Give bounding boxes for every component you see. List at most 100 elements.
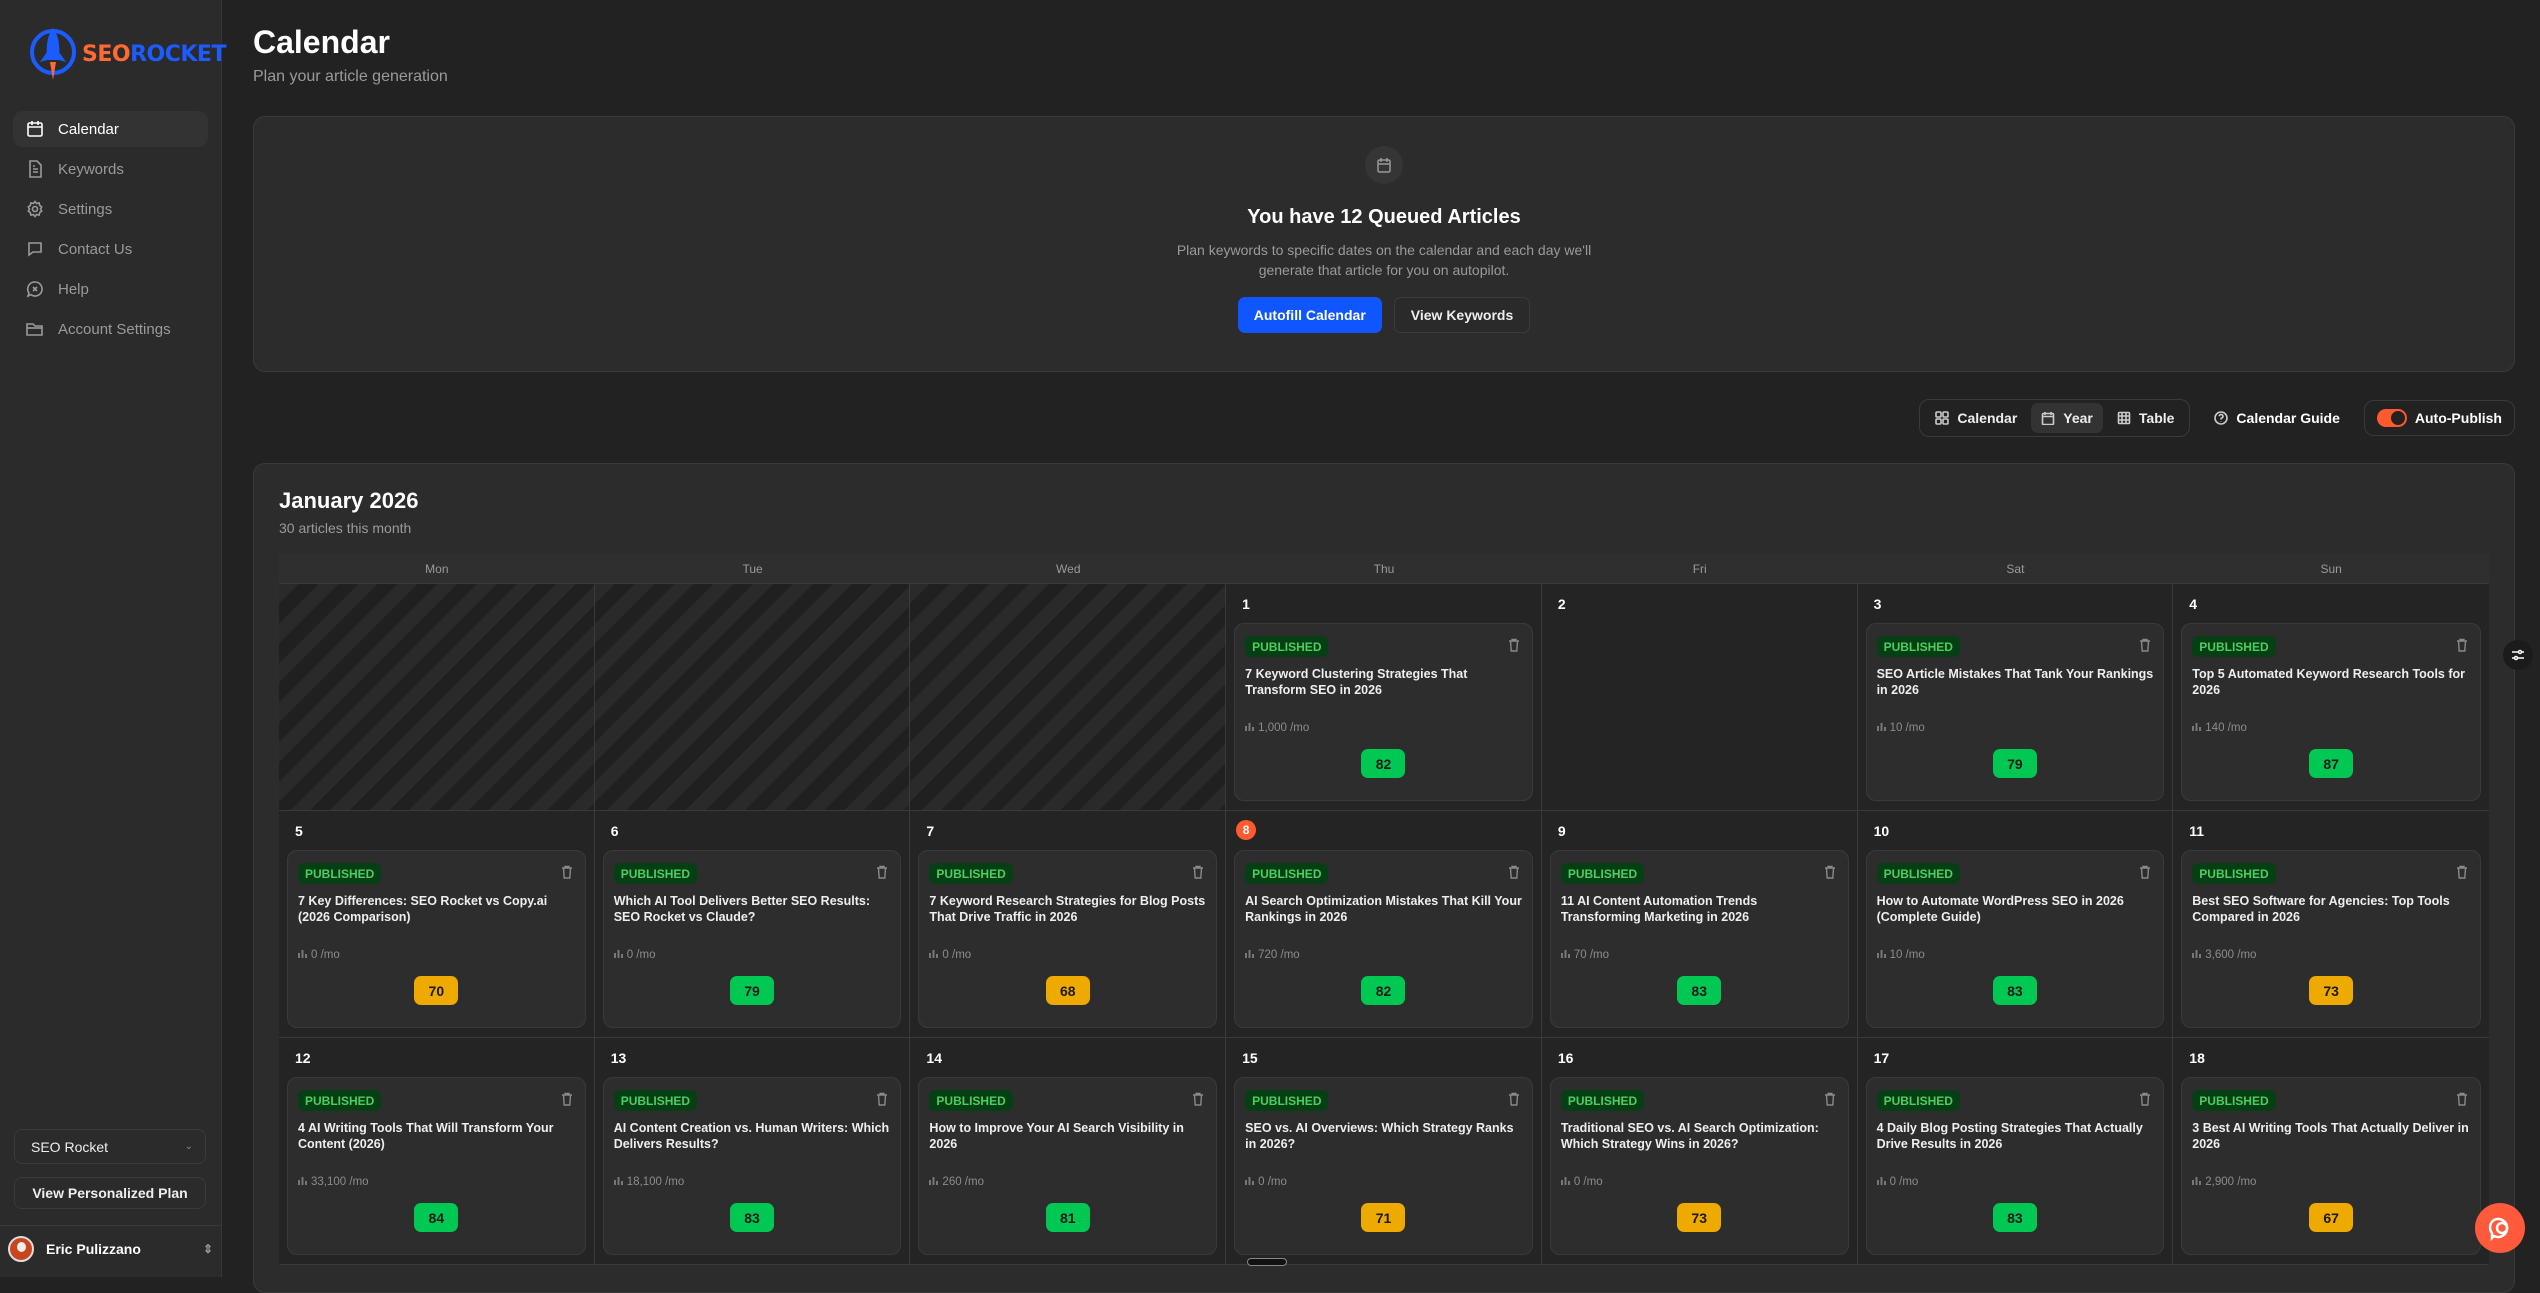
user-menu[interactable]: Eric Pulizzano ⇕	[8, 1235, 213, 1263]
autofill-calendar-button[interactable]: Autofill Calendar	[1237, 297, 1382, 333]
trash-icon[interactable]	[561, 865, 573, 879]
bar-chart-icon	[1876, 1176, 1886, 1188]
day-cell[interactable]: 3 PUBLISHED SEO Article Mistakes That Tank…	[1857, 584, 2174, 810]
sidebar-item-contact-us[interactable]: Contact Us	[13, 231, 208, 267]
volume-value: 0 /mo	[1573, 1176, 1603, 1188]
search-volume: 70 /mo	[1560, 949, 1609, 961]
article-card[interactable]: PUBLISHED How to Improve Your AI Search V…	[918, 1077, 1218, 1255]
day-number: 11	[2189, 823, 2205, 839]
day-cell[interactable]: 11 PUBLISHED Best SEO Software for Agencie…	[2173, 811, 2489, 1037]
article-card[interactable]: PUBLISHED SEO vs. AI Overviews: Which Str…	[1234, 1077, 1533, 1255]
trash-icon[interactable]	[2456, 638, 2468, 652]
day-cell[interactable]: 14 PUBLISHED How to Improve Your AI Search…	[910, 1038, 1227, 1264]
auto-publish-toggle[interactable]: Auto-Publish	[2363, 400, 2515, 436]
article-card[interactable]: PUBLISHED 3 Best AI Writing Tools That Ac…	[2181, 1077, 2481, 1255]
toggle-switch[interactable]	[2376, 409, 2407, 427]
day-cell[interactable]: 13 PUBLISHED AI Content Creation vs. Human…	[594, 1038, 911, 1264]
sidebar-item-settings[interactable]: Settings	[13, 191, 208, 227]
view-table-tab[interactable]: Table	[2107, 403, 2185, 433]
search-volume: 3,600 /mo	[2192, 949, 2256, 961]
bar-chart-icon	[1245, 949, 1255, 961]
article-card[interactable]: PUBLISHED Best SEO Software for Agencies:…	[2181, 850, 2481, 1028]
day-cell[interactable]: 17 PUBLISHED 4 Daily Blog Posting Strategi…	[1857, 1038, 2174, 1264]
seo-score-badge: 83	[1992, 1203, 2037, 1232]
view-personalized-plan-button[interactable]: View Personalized Plan	[14, 1177, 206, 1209]
day-cell[interactable]: 10 PUBLISHED How to Automate WordPress SEO…	[1857, 811, 2174, 1037]
day-number: 18	[2189, 1050, 2205, 1066]
help-circle-icon	[2214, 411, 2229, 425]
day-cell[interactable]: 5 PUBLISHED 7 Key Differences: SEO Rocket …	[279, 811, 595, 1037]
article-card[interactable]: PUBLISHED 7 Keyword Clustering Strategies…	[1234, 623, 1533, 801]
calendar-week: 1 PUBLISHED 7 Keyword Clustering Strategie…	[279, 584, 2489, 811]
article-title: How to Automate WordPress SEO in 2026 (C…	[1876, 894, 2124, 924]
article-card[interactable]: PUBLISHED Top 5 Automated Keyword Researc…	[2181, 623, 2481, 801]
sidebar-item-label: Keywords	[58, 160, 124, 178]
day-cell[interactable]: 9 PUBLISHED 11 AI Content Automation Trend…	[1541, 811, 1858, 1037]
scroll-indicator[interactable]	[1247, 1258, 1287, 1266]
trash-icon[interactable]	[561, 1092, 573, 1106]
day-cell[interactable]: 8 PUBLISHED AI Search Optimization Mistake…	[1226, 811, 1542, 1037]
trash-icon[interactable]	[2456, 1092, 2468, 1106]
empty-day-cell	[910, 584, 1227, 810]
search-volume: 1,000 /mo	[1245, 722, 1309, 734]
search-volume: 10 /mo	[1876, 949, 1925, 961]
volume-value: 10 /mo	[1889, 722, 1925, 734]
trash-icon[interactable]	[2456, 865, 2468, 879]
seo-score-badge: 81	[1045, 1203, 1090, 1232]
sidebar-item-calendar[interactable]: Calendar	[13, 111, 208, 147]
day-cell[interactable]: 15 PUBLISHED SEO vs. AI Overviews: Which S…	[1226, 1038, 1542, 1264]
article-card[interactable]: PUBLISHED 4 Daily Blog Posting Strategies…	[1865, 1077, 2165, 1255]
trash-icon[interactable]	[1192, 1092, 1204, 1106]
chevron-updown-icon: ⇕	[202, 1242, 213, 1256]
day-cell[interactable]: 7 PUBLISHED 7 Keyword Research Strategies …	[910, 811, 1227, 1037]
trash-icon[interactable]	[1824, 865, 1836, 879]
filter-settings-button[interactable]	[2503, 640, 2533, 670]
volume-value: 260 /mo	[942, 1176, 984, 1188]
trash-icon[interactable]	[2139, 638, 2151, 652]
trash-icon[interactable]	[1508, 1092, 1520, 1106]
status-badge: PUBLISHED	[1876, 863, 1960, 884]
status-badge: PUBLISHED	[2192, 1090, 2276, 1111]
trash-icon[interactable]	[876, 865, 888, 879]
day-cell[interactable]: 2	[1541, 584, 1858, 810]
day-cell[interactable]: 12 PUBLISHED 4 AI Writing Tools That Will …	[279, 1038, 595, 1264]
trash-icon[interactable]	[2139, 1092, 2151, 1106]
view-keywords-button[interactable]: View Keywords	[1393, 297, 1531, 333]
sidebar-item-help[interactable]: Help	[13, 271, 208, 307]
calendar-icon	[2041, 412, 2055, 425]
trash-icon[interactable]	[876, 1092, 888, 1106]
article-card[interactable]: PUBLISHED Which AI Tool Delivers Better S…	[602, 850, 902, 1028]
sidebar-item-keywords[interactable]: Keywords	[13, 151, 208, 187]
seo-score-badge: 84	[414, 1203, 459, 1232]
article-card[interactable]: PUBLISHED SEO Article Mistakes That Tank …	[1865, 623, 2165, 801]
trash-icon[interactable]	[1192, 865, 1204, 879]
logo[interactable]: SEOROCKET	[28, 26, 226, 82]
day-cell[interactable]: 18 PUBLISHED 3 Best AI Writing Tools That …	[2173, 1038, 2489, 1264]
article-card[interactable]: PUBLISHED 7 Keyword Research Strategies f…	[918, 850, 1218, 1028]
article-title: How to Improve Your AI Search Visibility…	[929, 1121, 1184, 1151]
day-number: 7	[926, 823, 935, 839]
article-card[interactable]: PUBLISHED 11 AI Content Automation Trends…	[1549, 850, 1849, 1028]
chat-support-button[interactable]	[2475, 1203, 2525, 1253]
trash-icon[interactable]	[1508, 865, 1520, 879]
article-card[interactable]: PUBLISHED Traditional SEO vs. AI Search O…	[1549, 1077, 1849, 1255]
day-cell[interactable]: 6 PUBLISHED Which AI Tool Delivers Better …	[594, 811, 911, 1037]
trash-icon[interactable]	[2139, 865, 2151, 879]
day-cell[interactable]: 16 PUBLISHED Traditional SEO vs. AI Search…	[1541, 1038, 1858, 1264]
seo-score-badge: 73	[2309, 976, 2354, 1005]
article-card[interactable]: PUBLISHED AI Content Creation vs. Human W…	[602, 1077, 902, 1255]
day-cell[interactable]: 1 PUBLISHED 7 Keyword Clustering Strategie…	[1226, 584, 1542, 810]
article-card[interactable]: PUBLISHED 7 Key Differences: SEO Rocket v…	[287, 850, 586, 1028]
trash-icon[interactable]	[1824, 1092, 1836, 1106]
trash-icon[interactable]	[1508, 638, 1520, 652]
calendar-guide-button[interactable]: Calendar Guide	[2204, 410, 2349, 426]
view-calendar-tab[interactable]: Calendar	[1925, 403, 2027, 433]
search-volume: 2,900 /mo	[2192, 1176, 2256, 1188]
article-card[interactable]: PUBLISHED AI Search Optimization Mistakes…	[1234, 850, 1533, 1028]
view-year-tab[interactable]: Year	[2031, 403, 2103, 433]
article-card[interactable]: PUBLISHED 4 AI Writing Tools That Will Tr…	[287, 1077, 586, 1255]
site-select[interactable]: SEO Rocket ⌄	[14, 1129, 206, 1164]
article-card[interactable]: PUBLISHED How to Automate WordPress SEO i…	[1865, 850, 2165, 1028]
day-cell[interactable]: 4 PUBLISHED Top 5 Automated Keyword Resear…	[2173, 584, 2489, 810]
sidebar-item-account-settings[interactable]: Account Settings	[13, 311, 208, 347]
